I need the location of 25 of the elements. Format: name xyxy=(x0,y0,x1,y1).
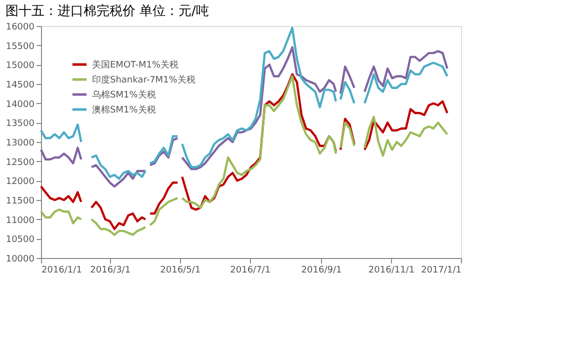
legend-label: 澳棉SM1%关税 xyxy=(92,104,156,116)
x-tick-label: 2016/5/1 xyxy=(160,266,201,276)
legend-label: 乌棉SM1%关税 xyxy=(92,90,156,100)
y-tick-label: 10000 xyxy=(6,254,35,264)
y-tick-label: 11500 xyxy=(6,196,35,206)
x-tick-label: 2016/3/1 xyxy=(90,266,131,276)
y-tick-label: 11000 xyxy=(6,216,35,226)
legend-label: 印度Shankar-7M1%关税 xyxy=(92,74,196,86)
x-tick-label: 2016/7/1 xyxy=(230,266,271,276)
y-tick-label: 15000 xyxy=(6,61,35,72)
legend-label: 美国EMOT-M1%关税 xyxy=(92,60,178,70)
y-tick-label: 13500 xyxy=(6,119,35,130)
x-tick-label: 2016/1/1 xyxy=(42,266,82,276)
x-tick-label: 2016/9/1 xyxy=(301,266,342,276)
y-tick-label: 14000 xyxy=(6,100,35,110)
y-tick-label: 12500 xyxy=(6,158,35,168)
y-tick-label: 12000 xyxy=(6,177,35,188)
x-tick-label: 2017/1/1 xyxy=(421,266,462,276)
y-tick-label: 10500 xyxy=(6,235,35,246)
y-tick-label: 13000 xyxy=(6,138,35,148)
chart-title: 图十五：进口棉完税价 单位：元/吨 xyxy=(5,3,209,19)
y-tick-label: 14500 xyxy=(6,80,35,90)
y-tick-label: 16000 xyxy=(6,22,35,32)
x-tick-label: 2016/11/1 xyxy=(368,266,415,276)
y-tick-label: 15500 xyxy=(6,42,35,52)
